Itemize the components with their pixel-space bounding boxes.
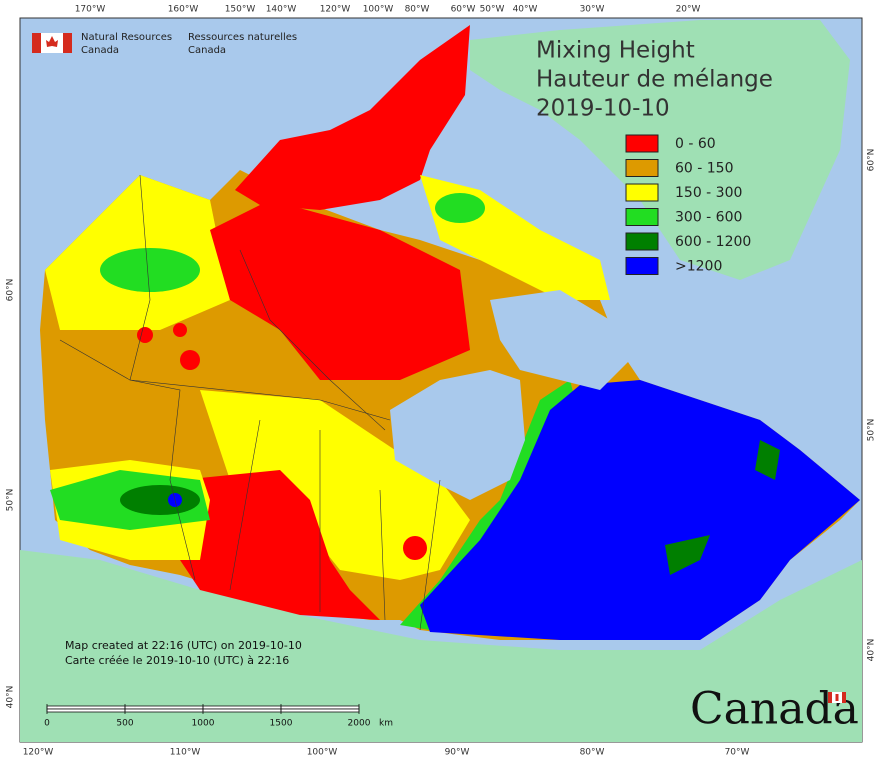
- greenland: [470, 20, 850, 280]
- scale-label: 500: [116, 719, 133, 729]
- hudson-bay: [390, 370, 525, 500]
- latitude-label: 50°N: [6, 489, 16, 512]
- title: 2019-10-10: [536, 96, 670, 122]
- scale-label: 2000: [348, 719, 371, 729]
- zone: [665, 535, 710, 575]
- scale-label: 1000: [192, 719, 215, 729]
- legend-label: 0 - 60: [675, 136, 716, 152]
- united-states: [20, 550, 862, 742]
- longitude-label: 40°W: [513, 5, 538, 15]
- zone: [210, 200, 470, 380]
- longitude-label: 100°W: [363, 5, 394, 15]
- scale-label: 0: [44, 719, 50, 729]
- scale-label: 1500: [270, 719, 293, 729]
- longitude-label: 60°W: [451, 5, 476, 15]
- border-line: [239, 249, 386, 431]
- border-line: [59, 339, 391, 421]
- nrcan-logo: [32, 33, 72, 53]
- latitude-label: 40°N: [6, 686, 16, 709]
- scale-segment: [124, 708, 204, 713]
- legend-swatch: [625, 134, 659, 153]
- scale-segment: [202, 705, 282, 710]
- longitude-label: 90°W: [445, 748, 470, 758]
- org-name: Ressources naturelles: [188, 32, 297, 43]
- longitude-label: 100°W: [307, 748, 338, 758]
- zone: [120, 485, 200, 515]
- legend-swatch: [625, 183, 659, 202]
- zone: [755, 440, 780, 480]
- longitude-label: 150°W: [225, 5, 256, 15]
- latitude-label: 60°N: [867, 149, 877, 172]
- note: Carte créée le 2019-10-10 (UTC) à 22:16: [65, 654, 289, 667]
- title: Mixing Height: [536, 38, 695, 64]
- maple-leaf: [46, 36, 58, 47]
- wordmark-flag: [835, 694, 839, 701]
- longitude-label: 140°W: [266, 5, 297, 15]
- org-name: Natural Resources: [81, 32, 172, 43]
- longitude-label: 30°W: [580, 5, 605, 15]
- zone: [400, 380, 580, 630]
- zone: [435, 193, 485, 223]
- zone: [420, 380, 860, 640]
- scale-segment: [46, 705, 126, 710]
- note: Map created at 22:16 (UTC) on 2019-10-10: [65, 639, 302, 652]
- zone: [180, 350, 200, 370]
- scale-unit: km: [379, 719, 393, 729]
- hudson-strait: [490, 290, 630, 390]
- legend-swatch: [625, 257, 659, 275]
- org-name: Canada: [81, 45, 119, 56]
- zone: [235, 25, 470, 210]
- legend-label: 600 - 1200: [675, 234, 751, 250]
- longitude-label: 160°W: [168, 5, 199, 15]
- wordmark: Canada: [690, 684, 859, 735]
- zone: [173, 323, 187, 337]
- zone: [100, 248, 200, 292]
- title: Hauteur de mélange: [536, 67, 773, 93]
- scale-segment: [124, 705, 204, 710]
- longitude-label: 170°W: [75, 5, 106, 15]
- wordmark-text: Canada: [690, 684, 859, 735]
- legend-label: 300 - 600: [675, 210, 742, 226]
- map-body: [20, 20, 862, 742]
- legend-label: 150 - 300: [675, 185, 742, 201]
- org-name: Canada: [188, 45, 226, 56]
- flag-bar: [63, 33, 72, 53]
- latitude-label: 40°N: [867, 639, 877, 662]
- latitude-label: 50°N: [867, 419, 877, 442]
- scale-segment: [46, 708, 126, 713]
- zone: [180, 470, 380, 620]
- longitude-label: 110°W: [170, 748, 201, 758]
- legend-swatch: [625, 232, 659, 251]
- longitude-label: 20°W: [676, 5, 701, 15]
- longitude-label: 80°W: [405, 5, 430, 15]
- latitude-label: 60°N: [6, 279, 16, 302]
- longitude-label: 80°W: [580, 748, 605, 758]
- scale-segment: [280, 705, 360, 710]
- legend-swatch: [625, 208, 659, 226]
- zone: [137, 327, 153, 343]
- scale-segment: [280, 708, 360, 713]
- longitude-label: 50°W: [480, 5, 505, 15]
- scale-segment: [202, 708, 282, 713]
- legend-label: 60 - 150: [675, 161, 734, 177]
- longitude-label: 120°W: [320, 5, 351, 15]
- zone: [403, 536, 427, 560]
- legend-swatch: [625, 159, 659, 177]
- border-line: [129, 174, 196, 581]
- longitude-label: 120°W: [23, 748, 54, 758]
- legend-label: >1200: [675, 259, 722, 275]
- border-line: [229, 419, 441, 631]
- zone: [200, 390, 470, 580]
- flag-bar: [32, 33, 41, 53]
- longitude-label: 70°W: [725, 748, 750, 758]
